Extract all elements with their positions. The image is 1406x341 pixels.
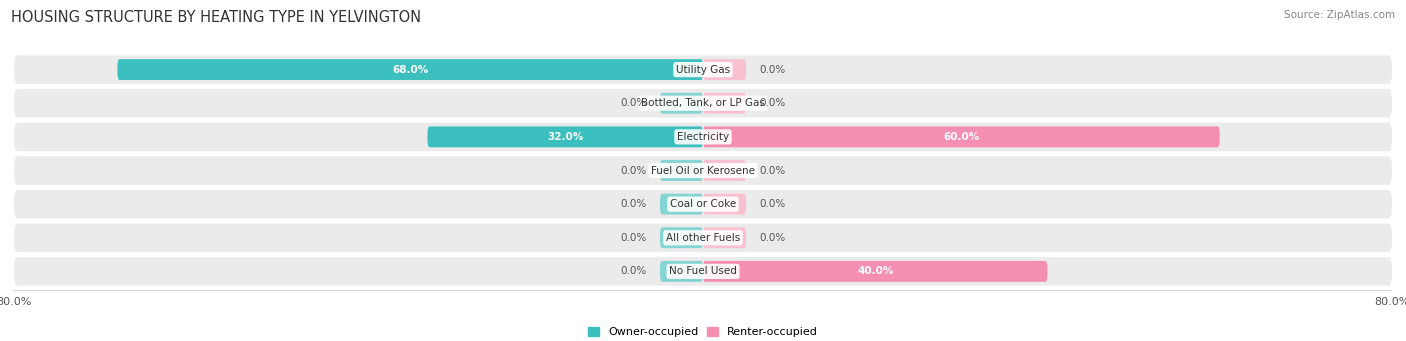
Text: 0.0%: 0.0%: [621, 199, 647, 209]
Text: 0.0%: 0.0%: [621, 266, 647, 277]
FancyBboxPatch shape: [14, 190, 1392, 219]
FancyBboxPatch shape: [703, 261, 1047, 282]
Text: 68.0%: 68.0%: [392, 64, 429, 75]
FancyBboxPatch shape: [427, 127, 703, 147]
FancyBboxPatch shape: [703, 93, 747, 114]
Text: Bottled, Tank, or LP Gas: Bottled, Tank, or LP Gas: [641, 98, 765, 108]
FancyBboxPatch shape: [14, 257, 1392, 286]
FancyBboxPatch shape: [659, 93, 703, 114]
FancyBboxPatch shape: [14, 156, 1392, 185]
FancyBboxPatch shape: [703, 127, 1219, 147]
Text: All other Fuels: All other Fuels: [666, 233, 740, 243]
FancyBboxPatch shape: [659, 227, 703, 248]
Text: Coal or Coke: Coal or Coke: [669, 199, 737, 209]
Text: 0.0%: 0.0%: [621, 233, 647, 243]
Text: HOUSING STRUCTURE BY HEATING TYPE IN YELVINGTON: HOUSING STRUCTURE BY HEATING TYPE IN YEL…: [11, 10, 422, 25]
FancyBboxPatch shape: [703, 160, 747, 181]
Text: No Fuel Used: No Fuel Used: [669, 266, 737, 277]
Text: 0.0%: 0.0%: [759, 64, 785, 75]
Text: 0.0%: 0.0%: [621, 98, 647, 108]
Text: Source: ZipAtlas.com: Source: ZipAtlas.com: [1284, 10, 1395, 20]
Legend: Owner-occupied, Renter-occupied: Owner-occupied, Renter-occupied: [583, 323, 823, 341]
Text: 0.0%: 0.0%: [621, 165, 647, 176]
FancyBboxPatch shape: [659, 261, 703, 282]
Text: 0.0%: 0.0%: [759, 233, 785, 243]
Text: Fuel Oil or Kerosene: Fuel Oil or Kerosene: [651, 165, 755, 176]
Text: 32.0%: 32.0%: [547, 132, 583, 142]
Text: Electricity: Electricity: [676, 132, 730, 142]
Text: 0.0%: 0.0%: [759, 199, 785, 209]
Text: 0.0%: 0.0%: [759, 165, 785, 176]
FancyBboxPatch shape: [14, 223, 1392, 252]
FancyBboxPatch shape: [14, 55, 1392, 84]
Text: 60.0%: 60.0%: [943, 132, 980, 142]
Text: 0.0%: 0.0%: [759, 98, 785, 108]
Text: Utility Gas: Utility Gas: [676, 64, 730, 75]
FancyBboxPatch shape: [703, 59, 747, 80]
FancyBboxPatch shape: [659, 194, 703, 214]
FancyBboxPatch shape: [117, 59, 703, 80]
FancyBboxPatch shape: [703, 194, 747, 214]
FancyBboxPatch shape: [703, 227, 747, 248]
FancyBboxPatch shape: [14, 122, 1392, 151]
Text: 40.0%: 40.0%: [858, 266, 893, 277]
FancyBboxPatch shape: [14, 89, 1392, 118]
FancyBboxPatch shape: [659, 160, 703, 181]
